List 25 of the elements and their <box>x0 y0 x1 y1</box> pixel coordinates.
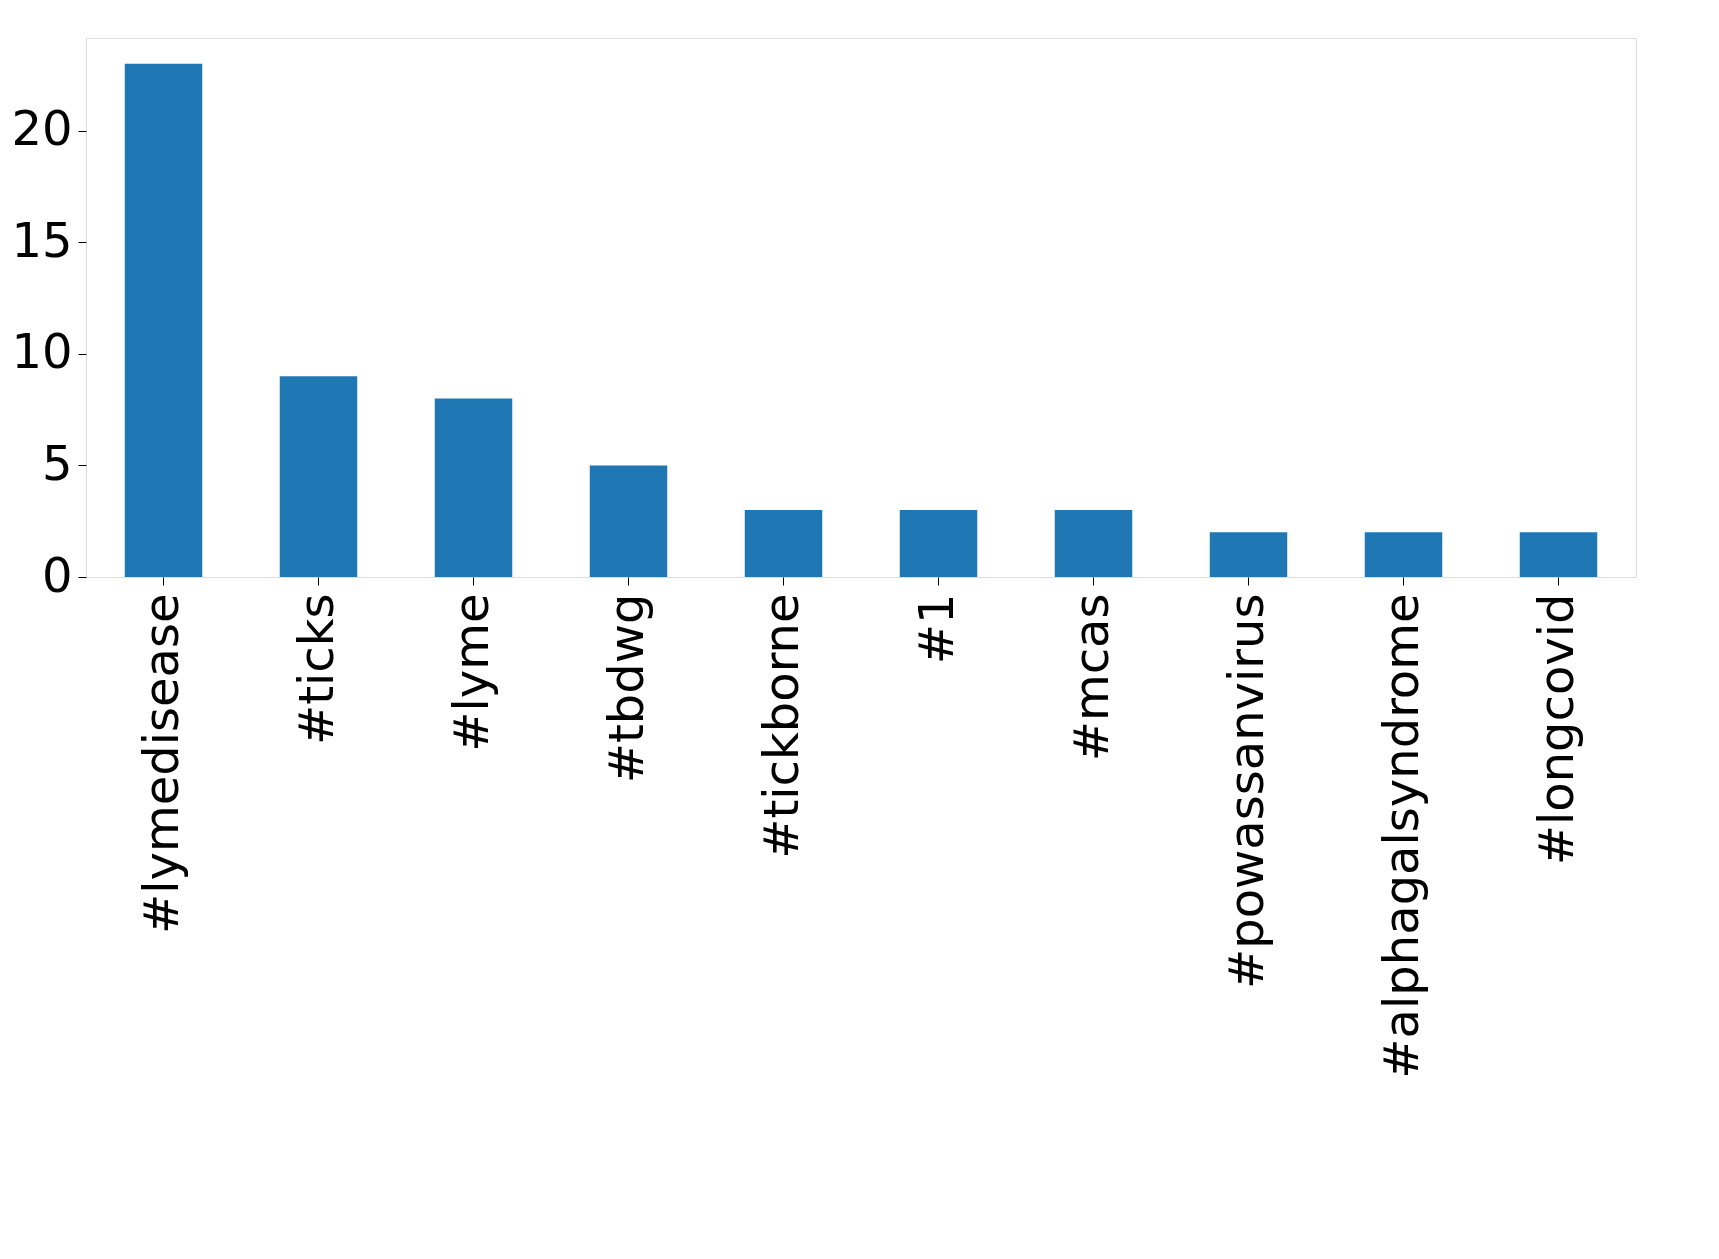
bar <box>279 376 358 577</box>
y-tick-label: 5 <box>41 434 73 491</box>
bar <box>899 510 978 577</box>
x-tick-label: #alphagalsyndrome <box>1372 593 1429 1079</box>
x-tick-label: #longcovid <box>1527 593 1584 866</box>
x-tick-label: #mcas <box>1062 593 1119 762</box>
y-tick-label: 20 <box>11 100 73 157</box>
x-tick-label: #powassanvirus <box>1217 593 1274 989</box>
x-tick-label: #tickborne <box>752 593 809 859</box>
x-tick-label: #tbdwg <box>597 593 654 784</box>
bar <box>1364 532 1443 577</box>
y-tick-label: 15 <box>11 211 73 268</box>
bar <box>744 510 823 577</box>
bar <box>1519 532 1598 577</box>
bar <box>434 398 513 577</box>
bar <box>124 63 203 577</box>
bar <box>1054 510 1133 577</box>
x-tick-label: #lymedisease <box>132 593 189 935</box>
y-tick-label: 0 <box>41 546 73 603</box>
x-tick-label: #ticks <box>287 593 344 746</box>
x-tick-label: #1 <box>907 593 964 665</box>
x-tick-label: #lyme <box>442 593 499 752</box>
bar <box>589 465 668 577</box>
bar <box>1209 532 1288 577</box>
y-tick-label: 10 <box>11 323 73 380</box>
